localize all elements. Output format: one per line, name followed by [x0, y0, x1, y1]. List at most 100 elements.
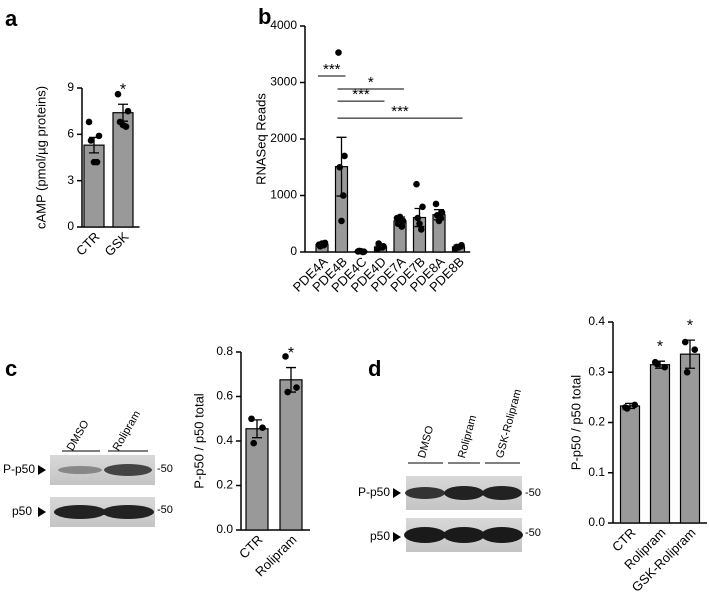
y-axis-label: P-p50 / p50 total: [191, 393, 206, 489]
data-point: [377, 243, 384, 251]
x-tick-label: GSK: [102, 229, 132, 259]
bar: [112, 112, 134, 228]
band: [405, 487, 445, 499]
band: [54, 505, 106, 519]
data-point: [414, 214, 422, 222]
y-tick-label: 0.6: [216, 389, 233, 403]
significance: *: [687, 317, 693, 334]
x-tick-label: CTR: [73, 229, 102, 258]
data-point: [95, 132, 103, 140]
y-tick-label: 0: [67, 219, 74, 233]
data-point: [250, 439, 257, 447]
data-point: [318, 240, 326, 247]
data-point: [396, 213, 404, 221]
y-tick-label: 0: [290, 244, 297, 258]
data-point: [419, 203, 426, 211]
data-point: [455, 244, 462, 251]
data-point: [282, 353, 289, 360]
data-point: [119, 121, 127, 129]
significance: ***: [323, 61, 341, 78]
data-point: [341, 152, 348, 160]
lane-label: Rolipram: [456, 414, 479, 460]
y-tick-label: 0.4: [216, 433, 233, 447]
significance: *: [288, 345, 294, 362]
y-tick-label: 1000: [270, 188, 297, 202]
row-label: P-p50: [358, 485, 390, 499]
data-point: [661, 363, 669, 371]
data-point: [90, 158, 98, 166]
y-tick-label: 2000: [270, 131, 297, 145]
significance: ***: [391, 103, 409, 120]
panel-letter: d: [368, 356, 381, 381]
y-tick-label: 0.4: [588, 314, 605, 328]
significance: *: [120, 81, 126, 98]
data-point: [87, 137, 95, 144]
band: [404, 527, 446, 543]
significance: ***: [352, 86, 370, 103]
data-point: [340, 192, 347, 199]
lane-label: DMSO: [416, 424, 436, 459]
band: [58, 466, 102, 474]
data-point: [691, 346, 699, 353]
band: [481, 527, 523, 543]
row-label: P-p50: [3, 462, 35, 476]
lane-label: GSK-Rolipram: [494, 388, 524, 460]
data-point: [398, 223, 406, 230]
data-point: [432, 200, 440, 208]
y-tick-label: 0.1: [588, 465, 605, 479]
data-point: [85, 118, 93, 126]
data-point: [259, 424, 266, 431]
arrow: [393, 488, 401, 498]
data-point: [416, 220, 423, 228]
data-point: [248, 415, 255, 423]
bar: [649, 364, 671, 524]
y-tick-label: 9: [67, 80, 74, 94]
lane-label: DMSO: [65, 418, 92, 453]
data-point: [623, 405, 631, 412]
y-tick-label: 0.0: [216, 522, 233, 536]
lane-label: Rolipram: [111, 409, 143, 453]
marker: -50: [525, 527, 541, 539]
blot-d: DMSO Rolipram GSK-Rolipram P-p50 p50 -50…: [358, 388, 541, 552]
row-label: p50: [12, 504, 32, 518]
y-tick-label: 3000: [270, 75, 297, 89]
data-point: [114, 90, 122, 98]
data-point: [293, 384, 300, 391]
band: [482, 486, 522, 500]
y-tick-label: 0.8: [216, 344, 233, 358]
data-point: [284, 388, 292, 396]
data-point: [338, 217, 345, 225]
data-point: [124, 107, 132, 115]
data-point: [683, 368, 691, 376]
data-point: [681, 338, 689, 346]
arrow: [393, 532, 401, 542]
y-axis-label: RNASeq Reads: [253, 93, 268, 185]
bar: [279, 379, 303, 531]
bar: [245, 428, 269, 531]
arrow: [38, 465, 46, 475]
marker: -50: [157, 504, 173, 516]
x-tick-label: CTR: [236, 532, 265, 561]
significance: *: [368, 74, 374, 91]
blot-c: DMSO Rolipram P-p50 p50 -50 -50: [3, 409, 173, 527]
y-tick-label: 0.3: [588, 364, 605, 378]
y-tick-label: 4000: [270, 18, 297, 32]
y-tick-label: 6: [67, 127, 74, 141]
y-tick-label: 0.2: [588, 415, 605, 429]
y-tick-label: 0.2: [216, 478, 233, 492]
data-point: [653, 360, 661, 368]
data-point: [435, 217, 443, 225]
data-point: [438, 209, 446, 216]
significance: *: [657, 338, 663, 355]
data-point: [631, 401, 639, 409]
data-point: [413, 180, 420, 188]
panel-letter: c: [5, 356, 17, 381]
band: [104, 464, 152, 476]
data-point: [418, 226, 425, 233]
panel-letter: a: [5, 6, 18, 31]
y-axis-label: P-p50 / p50 total: [568, 375, 583, 471]
y-tick-label: 0.0: [588, 515, 605, 529]
bar: [679, 353, 701, 524]
panel-letter: b: [258, 4, 271, 29]
